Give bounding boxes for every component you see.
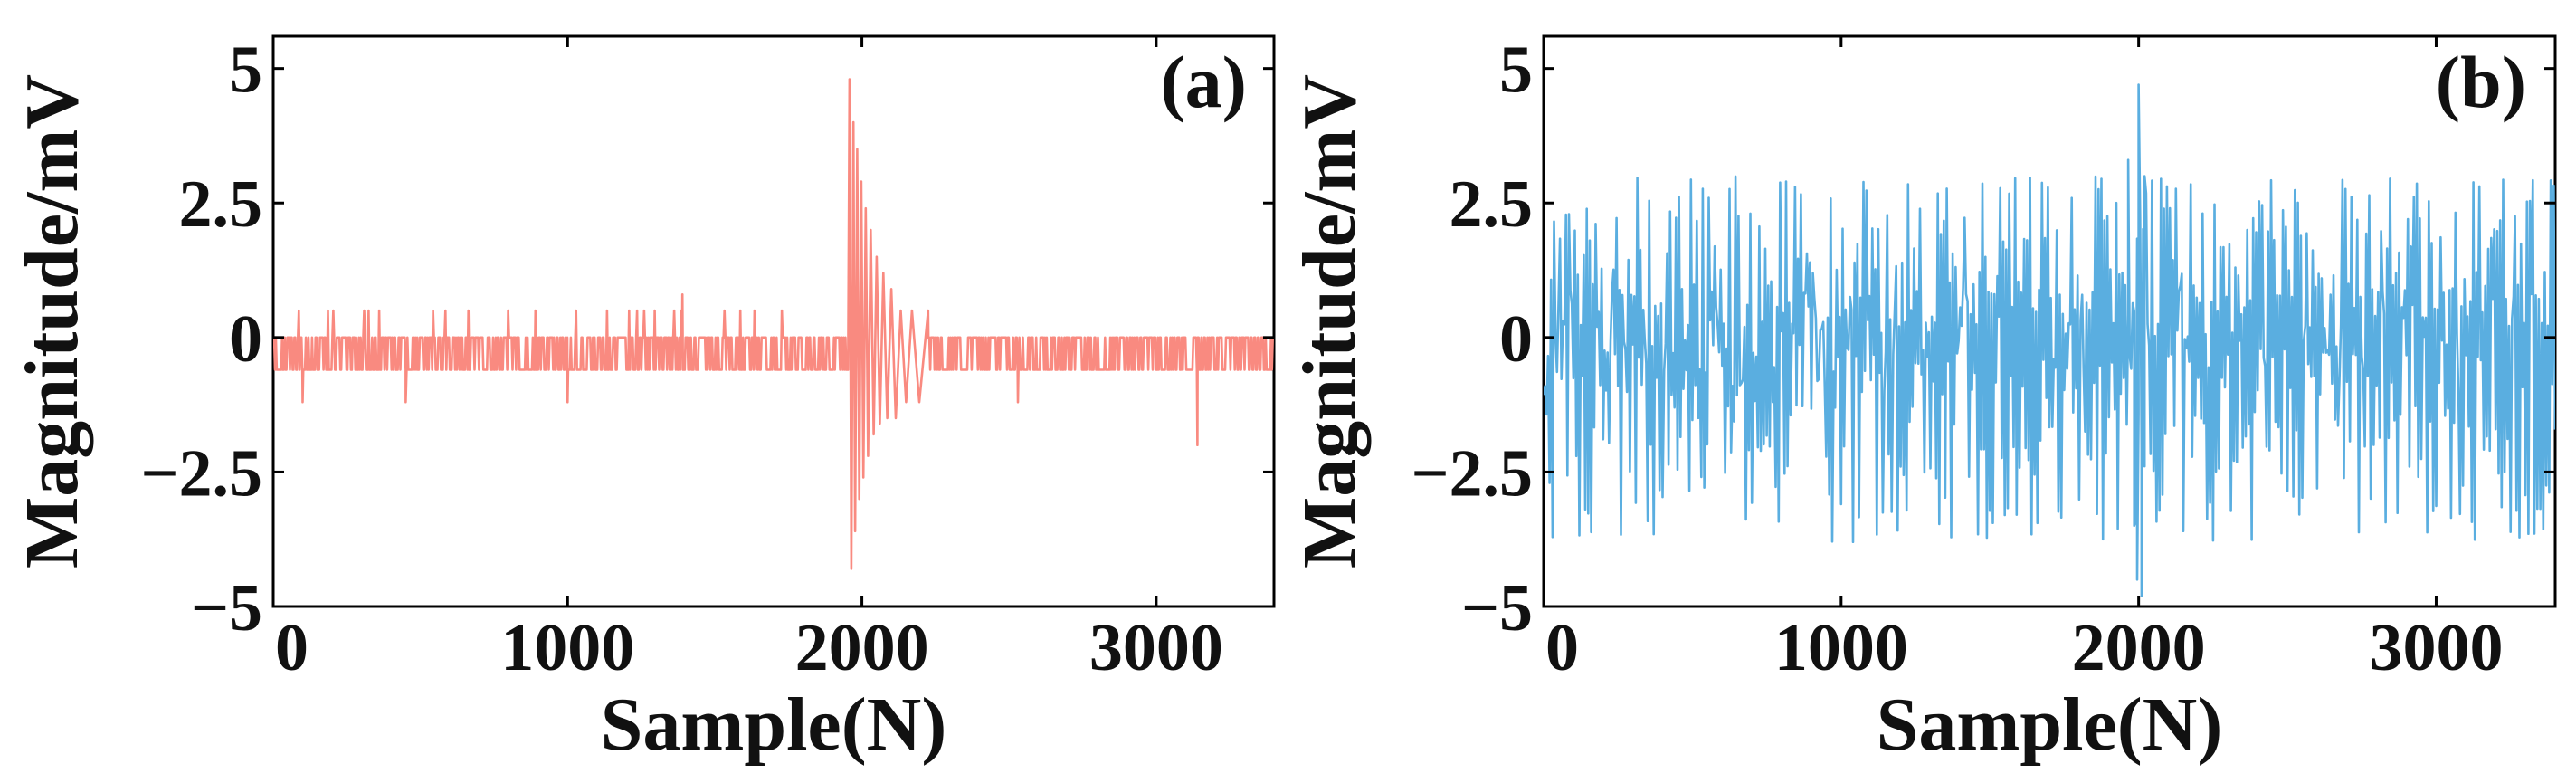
panel-a: 0 1000 2000 3000 52.50−2.5−5 (a) Sample(N) … bbox=[10, 33, 1276, 767]
x-tick-label-a-2: 2000 bbox=[795, 611, 929, 685]
x-tick-label-a-3: 3000 bbox=[1089, 611, 1223, 685]
y-ticks-b: 5 2.5 0 −2.5 −5 bbox=[1411, 33, 2555, 645]
y-axis-label-a: Magnitude/mV bbox=[10, 74, 94, 568]
series-a bbox=[273, 78, 1274, 570]
y-tick-label-a-0: 5 bbox=[229, 33, 262, 108]
x-tick-label-b-0: 0 bbox=[1545, 611, 1579, 685]
plot-frame-a bbox=[271, 34, 1276, 608]
y-tick-label-b-3: −2.5 bbox=[1411, 436, 1533, 511]
signal-line-b bbox=[1544, 83, 2555, 597]
y-tick-label-a-2: 0 bbox=[229, 302, 262, 377]
x-axis-label-a: Sample(N) bbox=[601, 683, 947, 767]
x-tick-label-b-2: 2000 bbox=[2072, 611, 2206, 685]
y-tick-label-a-1: 2.5 bbox=[179, 167, 263, 242]
panel-b: 0 1000 2000 3000 52.50−2.5−5 (b) Sample(N) … bbox=[1288, 33, 2557, 767]
series-b bbox=[1544, 83, 2555, 597]
x-tick-label-a-1: 1000 bbox=[500, 611, 634, 685]
x-tick-label-b-1: 1000 bbox=[1774, 611, 1908, 685]
y-tick-label-a-4: −5 bbox=[191, 571, 262, 645]
x-tick-label-a-0: 0 bbox=[275, 611, 309, 685]
y-tick-label-b-2: 0 bbox=[1499, 302, 1533, 377]
panel-label-b: (b) bbox=[2436, 41, 2526, 123]
y-tick-label-b-0: 5 bbox=[1499, 33, 1533, 108]
y-axis-label-b: Magnitude/mV bbox=[1288, 74, 1372, 568]
y-ticks-a: 5 2.5 0 −2.5 −5 bbox=[140, 33, 1274, 645]
y-tick-label-b-4: −5 bbox=[1461, 571, 1533, 645]
signal-line-a bbox=[273, 78, 1274, 570]
x-axis-label-b: Sample(N) bbox=[1877, 683, 2223, 767]
x-tick-label-b-3: 3000 bbox=[2369, 611, 2503, 685]
panel-label-a: (a) bbox=[1160, 41, 1247, 123]
x-ticks-b: 0 1000 2000 3000 bbox=[1542, 36, 2503, 685]
x-ticks-a: 0 1000 2000 3000 bbox=[271, 36, 1223, 685]
y-tick-label-a-3: −2.5 bbox=[140, 436, 262, 511]
y-tick-label-b-1: 2.5 bbox=[1450, 167, 1534, 242]
